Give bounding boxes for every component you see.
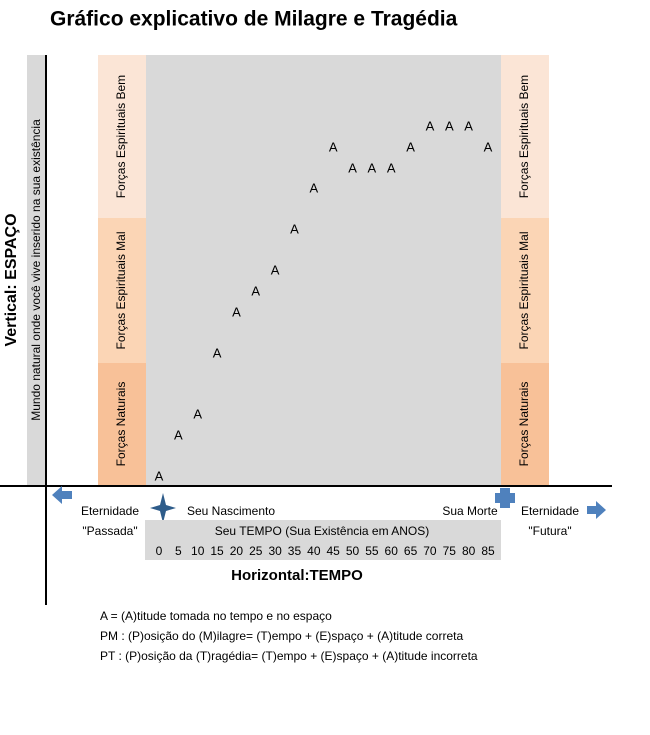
attitude-point: A bbox=[426, 118, 435, 133]
band-label: Forças Espirituais Mal bbox=[114, 231, 128, 349]
time-tick: 10 bbox=[191, 544, 205, 558]
time-tick: 5 bbox=[175, 544, 182, 558]
band-label: Forças Naturais bbox=[114, 382, 128, 467]
right-arrow bbox=[587, 501, 606, 519]
time-tick: 75 bbox=[443, 544, 457, 558]
time-area bbox=[145, 55, 501, 485]
legend-line: PT : (P)osição da (T)ragédia= (T)empo + … bbox=[100, 649, 478, 663]
attitude-point: A bbox=[464, 118, 473, 133]
time-tick: 60 bbox=[385, 544, 399, 558]
past-label: "Passada" bbox=[82, 524, 137, 538]
attitude-point: A bbox=[484, 139, 493, 154]
attitude-point: A bbox=[232, 304, 241, 319]
attitude-point: A bbox=[155, 468, 164, 483]
attitude-point: A bbox=[329, 139, 338, 154]
band bbox=[98, 363, 146, 485]
band bbox=[501, 218, 549, 363]
time-tick: 20 bbox=[230, 544, 244, 558]
time-caption: Seu TEMPO (Sua Existência em ANOS) bbox=[215, 524, 430, 538]
band bbox=[98, 55, 146, 218]
attitude-point: A bbox=[445, 118, 454, 133]
past-label: Eternidade bbox=[81, 504, 139, 518]
band bbox=[501, 363, 549, 485]
band bbox=[98, 218, 146, 363]
attitude-point: A bbox=[213, 345, 222, 360]
future-label: Eternidade bbox=[521, 504, 579, 518]
time-tick: 80 bbox=[462, 544, 476, 558]
attitude-point: A bbox=[348, 160, 357, 175]
death-label: Sua Morte bbox=[442, 504, 498, 518]
attitude-point: A bbox=[174, 427, 183, 442]
time-tick: 50 bbox=[346, 544, 360, 558]
time-tick: 30 bbox=[268, 544, 282, 558]
time-tick: 35 bbox=[288, 544, 302, 558]
attitude-point: A bbox=[193, 406, 202, 421]
time-tick: 0 bbox=[156, 544, 163, 558]
attitude-point: A bbox=[368, 160, 377, 175]
birth-star bbox=[150, 493, 176, 523]
strip-label: Mundo natural onde você vive inserido na… bbox=[29, 119, 43, 421]
left-arrow bbox=[52, 486, 72, 504]
attitude-point: A bbox=[387, 160, 396, 175]
horizontal-label: Horizontal:TEMPO bbox=[231, 567, 363, 584]
attitude-point: A bbox=[251, 283, 260, 298]
vertical-label: Vertical: ESPAÇO bbox=[3, 213, 20, 346]
world-strip bbox=[27, 55, 45, 485]
band-label: Forças Naturais bbox=[517, 382, 531, 467]
time-tick: 70 bbox=[423, 544, 437, 558]
time-box bbox=[145, 520, 501, 560]
time-tick: 45 bbox=[326, 544, 340, 558]
time-tick: 40 bbox=[307, 544, 321, 558]
attitude-point: A bbox=[406, 139, 415, 154]
time-tick: 15 bbox=[210, 544, 224, 558]
band-label: Forças Espirituais Mal bbox=[517, 231, 531, 349]
attitude-point: A bbox=[271, 262, 280, 277]
band-label: Forças Espirituais Bem bbox=[114, 75, 128, 198]
death-cross bbox=[495, 488, 515, 508]
band-label: Forças Espirituais Bem bbox=[517, 75, 531, 198]
attitude-point: A bbox=[309, 180, 318, 195]
time-tick: 85 bbox=[481, 544, 495, 558]
future-label: "Futura" bbox=[528, 524, 571, 538]
time-tick: 25 bbox=[249, 544, 263, 558]
birth-label: Seu Nascimento bbox=[187, 504, 275, 518]
attitude-point: A bbox=[290, 221, 299, 236]
time-tick: 55 bbox=[365, 544, 379, 558]
legend-line: A = (A)titude tomada no tempo e no espaç… bbox=[100, 609, 332, 623]
title: Gráfico explicativo de Milagre e Tragédi… bbox=[50, 8, 458, 31]
legend-line: PM : (P)osição do (M)ilagre= (T)empo + (… bbox=[100, 629, 463, 643]
band bbox=[501, 55, 549, 218]
time-tick: 65 bbox=[404, 544, 418, 558]
